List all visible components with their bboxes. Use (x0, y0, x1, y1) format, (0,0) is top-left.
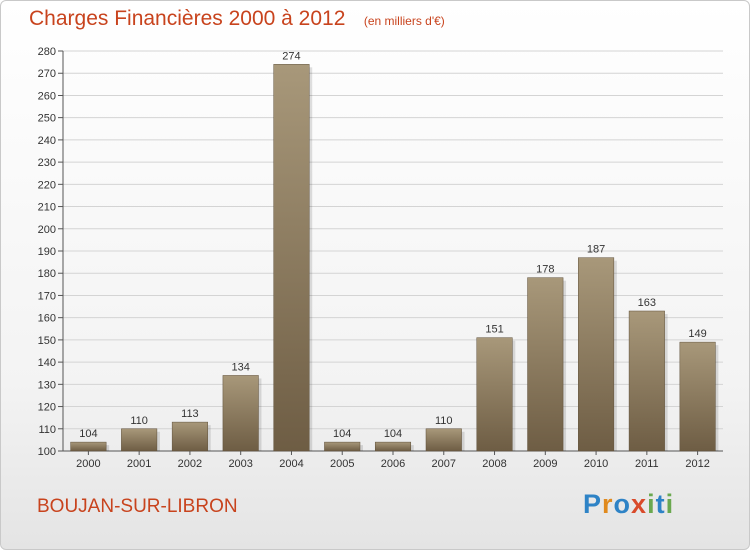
bar (273, 64, 310, 452)
data-label: 113 (181, 408, 199, 420)
data-label: 110 (130, 415, 148, 427)
x-tick-label: 2004 (279, 458, 303, 470)
data-label: 151 (485, 324, 503, 336)
bar (628, 310, 665, 452)
logo-letter: x (631, 489, 648, 519)
y-tick-label: 120 (38, 402, 56, 414)
data-label: 163 (638, 297, 656, 309)
data-label: 104 (384, 428, 402, 440)
bar (476, 337, 513, 452)
bar (121, 428, 158, 452)
data-label: 187 (587, 244, 605, 256)
data-label: 104 (333, 428, 351, 440)
y-tick-label: 100 (38, 446, 56, 458)
x-tick-label: 2003 (228, 458, 252, 470)
y-tick-label: 140 (38, 357, 56, 369)
y-tick-label: 110 (38, 424, 56, 436)
data-label: 134 (232, 361, 250, 373)
y-tick-label: 150 (38, 335, 56, 347)
logo-letter: P (583, 489, 603, 519)
chart-subtitle: (en milliers d'€) (363, 14, 445, 28)
x-tick-label: 2006 (381, 458, 405, 470)
x-tick-label: 2008 (482, 458, 506, 470)
x-tick-label: 2005 (330, 458, 354, 470)
y-tick-label: 180 (38, 268, 56, 280)
y-tick-label: 250 (38, 113, 56, 125)
logo-letter: t (655, 489, 666, 519)
data-label: 149 (688, 328, 706, 340)
y-tick-label: 220 (38, 179, 56, 191)
x-tick-label: 2002 (178, 458, 202, 470)
chart-title: Charges Financières 2000 à 2012 (29, 7, 346, 30)
data-label: 110 (435, 415, 453, 427)
town-name: BOUJAN-SUR-LIBRON (37, 496, 238, 517)
bar (324, 441, 361, 452)
y-tick-label: 270 (38, 68, 56, 80)
x-tick-label: 2007 (432, 458, 456, 470)
bar (679, 341, 716, 452)
bar (70, 441, 107, 452)
y-tick-label: 190 (38, 246, 56, 258)
bar (171, 421, 208, 452)
x-tick-label: 2012 (685, 458, 709, 470)
data-label: 274 (282, 50, 300, 62)
y-tick-label: 230 (38, 157, 56, 169)
logo-letter: r (602, 489, 614, 519)
logo-letter: i (647, 489, 656, 519)
y-tick-label: 160 (38, 313, 56, 325)
x-tick-label: 2001 (127, 458, 151, 470)
data-label: 178 (536, 264, 554, 276)
proxiti-logo: Proxiti (583, 489, 674, 520)
bar (425, 428, 462, 452)
x-tick-label: 2009 (533, 458, 557, 470)
y-tick-label: 130 (38, 379, 56, 391)
bar (374, 441, 412, 452)
y-tick-label: 260 (38, 90, 56, 102)
x-tick-label: 2011 (635, 458, 659, 470)
logo-letter: o (613, 489, 632, 519)
y-tick-label: 200 (38, 224, 56, 236)
bar (527, 277, 564, 452)
data-label: 104 (79, 428, 97, 440)
y-tick-label: 280 (38, 46, 56, 58)
y-tick-label: 170 (38, 290, 56, 302)
bar (222, 375, 259, 452)
x-tick-label: 2000 (76, 458, 100, 470)
x-tick-label: 2010 (584, 458, 608, 470)
y-tick-label: 240 (38, 135, 56, 147)
logo-letter: i (665, 489, 675, 519)
y-tick-label: 210 (38, 202, 56, 214)
bar (578, 257, 615, 452)
title-block: Charges Financières 2000 à 2012 (en mill… (29, 7, 445, 31)
